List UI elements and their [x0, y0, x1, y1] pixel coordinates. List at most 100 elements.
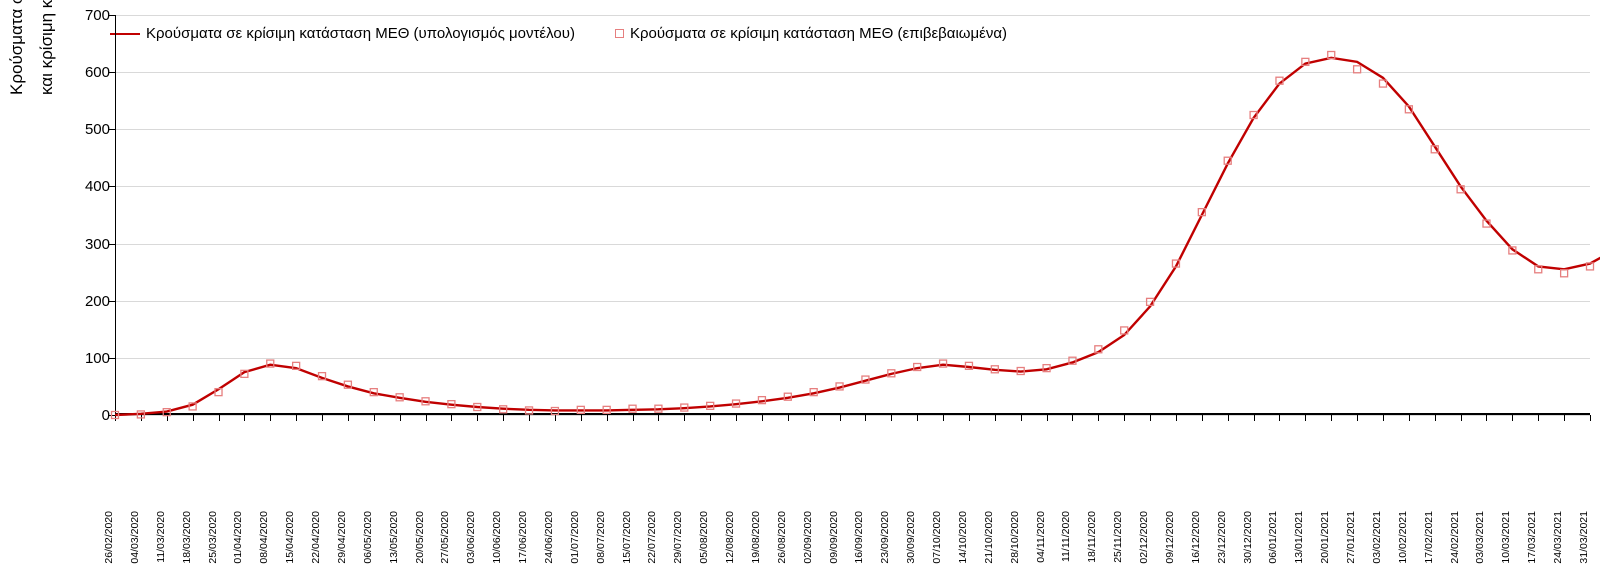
x-tick-mark-48 [1357, 415, 1358, 421]
y-tick-label-0: 0 [70, 407, 110, 424]
x-tick-label-55: 17/03/2021 [1526, 511, 1538, 564]
plot-svg [115, 15, 1590, 415]
x-tick-mark-28 [840, 415, 841, 421]
x-tick-mark-43 [1228, 415, 1229, 421]
x-tick-label-28: 09/09/2020 [828, 511, 840, 564]
x-tick-label-51: 17/02/2021 [1423, 511, 1435, 564]
x-tick-label-34: 21/10/2020 [983, 511, 995, 564]
x-tick-mark-23 [710, 415, 711, 421]
y-tick-label-700: 700 [70, 7, 110, 24]
x-tick-label-46: 13/01/2021 [1293, 511, 1305, 564]
x-tick-mark-13 [451, 415, 452, 421]
x-tick-label-13: 27/05/2020 [439, 511, 451, 564]
x-tick-label-16: 17/06/2020 [517, 511, 529, 564]
gridline-y-0 [115, 415, 1590, 416]
x-tick-label-30: 23/09/2020 [879, 511, 891, 564]
y-axis-label: Κρούσματα σε σοβαρή και κρίσιμη κατάστασ… [2, 0, 32, 95]
x-tick-mark-37 [1072, 415, 1073, 421]
x-tick-label-57: 31/03/2021 [1578, 511, 1590, 564]
x-tick-mark-50 [1409, 415, 1410, 421]
x-tick-label-50: 10/02/2021 [1397, 511, 1409, 564]
x-tick-label-44: 30/12/2020 [1242, 511, 1254, 564]
x-tick-mark-18 [581, 415, 582, 421]
series-markers-confirmed[interactable] [112, 46, 1600, 419]
x-tick-label-8: 22/04/2020 [310, 511, 322, 564]
x-tick-label-3: 18/03/2020 [181, 511, 193, 564]
x-tick-mark-8 [322, 415, 323, 421]
y-tick-label-600: 600 [70, 64, 110, 81]
x-tick-label-54: 10/03/2021 [1500, 511, 1512, 564]
x-tick-mark-33 [969, 415, 970, 421]
x-tick-mark-20 [633, 415, 634, 421]
x-tick-label-45: 06/01/2021 [1267, 511, 1279, 564]
x-tick-label-39: 25/11/2020 [1112, 511, 1124, 563]
x-tick-mark-31 [917, 415, 918, 421]
x-tick-mark-30 [891, 415, 892, 421]
x-tick-label-29: 16/09/2020 [853, 511, 865, 564]
x-tick-mark-12 [426, 415, 427, 421]
x-tick-label-27: 02/09/2020 [802, 511, 814, 564]
x-tick-label-19: 08/07/2020 [595, 511, 607, 564]
x-tick-label-2: 11/03/2020 [155, 511, 167, 563]
x-tick-mark-16 [529, 415, 530, 421]
x-tick-mark-36 [1047, 415, 1048, 421]
x-tick-mark-47 [1331, 415, 1332, 421]
x-tick-label-22: 29/07/2020 [672, 511, 684, 564]
x-tick-mark-26 [788, 415, 789, 421]
x-tick-mark-27 [814, 415, 815, 421]
series-line-model[interactable] [115, 46, 1600, 415]
x-tick-label-23: 05/08/2020 [698, 511, 710, 564]
x-tick-mark-53 [1486, 415, 1487, 421]
x-tick-label-56: 24/03/2021 [1552, 511, 1564, 564]
x-tick-label-4: 25/03/2020 [207, 511, 219, 564]
x-tick-label-7: 15/04/2020 [284, 511, 296, 564]
x-tick-mark-9 [348, 415, 349, 421]
y-tick-label-100: 100 [70, 350, 110, 367]
x-tick-label-43: 23/12/2020 [1216, 511, 1228, 564]
x-tick-label-26: 26/08/2020 [776, 511, 788, 564]
x-tick-label-5: 01/04/2020 [232, 511, 244, 564]
x-tick-label-36: 04/11/2020 [1035, 511, 1047, 563]
x-tick-mark-3 [193, 415, 194, 421]
x-tick-mark-42 [1202, 415, 1203, 421]
x-tick-mark-6 [270, 415, 271, 421]
y-tick-label-500: 500 [70, 121, 110, 138]
x-tick-label-49: 03/02/2021 [1371, 511, 1383, 564]
x-tick-mark-11 [400, 415, 401, 421]
x-tick-label-38: 18/11/2020 [1086, 511, 1098, 563]
x-tick-mark-5 [244, 415, 245, 421]
x-tick-label-40: 02/12/2020 [1138, 511, 1150, 564]
x-tick-mark-54 [1512, 415, 1513, 421]
x-tick-mark-55 [1538, 415, 1539, 421]
x-tick-label-18: 01/07/2020 [569, 511, 581, 564]
x-tick-mark-44 [1254, 415, 1255, 421]
x-tick-label-6: 08/04/2020 [258, 511, 270, 564]
x-tick-mark-15 [503, 415, 504, 421]
x-tick-label-0: 26/02/2020 [103, 511, 115, 564]
x-tick-label-41: 09/12/2020 [1164, 511, 1176, 564]
x-tick-mark-17 [555, 415, 556, 421]
x-tick-mark-7 [296, 415, 297, 421]
x-tick-mark-56 [1564, 415, 1565, 421]
x-tick-label-48: 27/01/2021 [1345, 511, 1357, 564]
x-tick-mark-41 [1176, 415, 1177, 421]
x-tick-label-52: 24/02/2021 [1449, 511, 1461, 564]
x-tick-mark-19 [607, 415, 608, 421]
y-tick-label-400: 400 [70, 178, 110, 195]
x-tick-label-24: 12/08/2020 [724, 511, 736, 564]
x-tick-label-11: 13/05/2020 [388, 511, 400, 564]
y-tick-label-300: 300 [70, 236, 110, 253]
x-tick-mark-38 [1098, 415, 1099, 421]
x-tick-label-12: 20/05/2020 [414, 511, 426, 564]
x-tick-label-9: 29/04/2020 [336, 511, 348, 564]
x-tick-mark-32 [943, 415, 944, 421]
x-tick-mark-49 [1383, 415, 1384, 421]
x-tick-label-47: 20/01/2021 [1319, 511, 1331, 564]
y-tick-label-200: 200 [70, 293, 110, 310]
x-tick-mark-10 [374, 415, 375, 421]
x-tick-label-14: 03/06/2020 [465, 511, 477, 564]
x-tick-mark-29 [865, 415, 866, 421]
x-tick-label-17: 24/06/2020 [543, 511, 555, 564]
x-tick-mark-25 [762, 415, 763, 421]
